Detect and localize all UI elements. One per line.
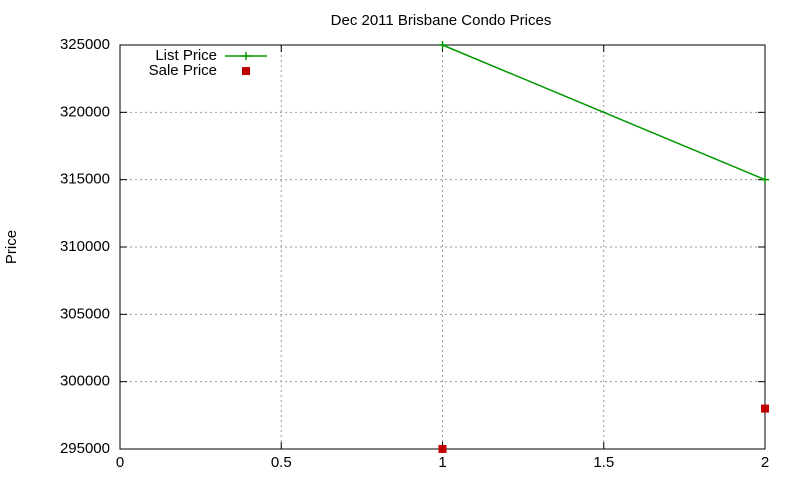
x-tick-label: 1 (438, 454, 446, 471)
y-tick-label: 310000 (60, 238, 110, 255)
y-tick-label: 300000 (60, 373, 110, 390)
series-line (442, 44, 766, 181)
x-tick-label: 2 (761, 454, 769, 471)
legend-label: List Price (155, 47, 217, 64)
x-tick-label: 1.5 (593, 454, 614, 471)
y-axis-label: Price (3, 230, 20, 264)
legend-marker (242, 52, 250, 60)
legend-marker (242, 67, 250, 75)
y-tick-label: 295000 (60, 440, 110, 457)
chart-title: Dec 2011 Brisbane Condo Prices (331, 12, 552, 29)
data-point (438, 445, 447, 453)
x-tick-label: 0 (116, 454, 124, 471)
x-tick-label: 0.5 (271, 454, 292, 471)
y-tick-label: 325000 (60, 36, 110, 53)
data-point (438, 41, 447, 49)
data-point (761, 175, 769, 184)
legend-label: Sale Price (149, 62, 217, 79)
y-tick-label: 315000 (60, 171, 110, 188)
y-tick-label: 305000 (60, 305, 110, 322)
data-point (761, 404, 769, 413)
y-tick-label: 320000 (60, 103, 110, 120)
